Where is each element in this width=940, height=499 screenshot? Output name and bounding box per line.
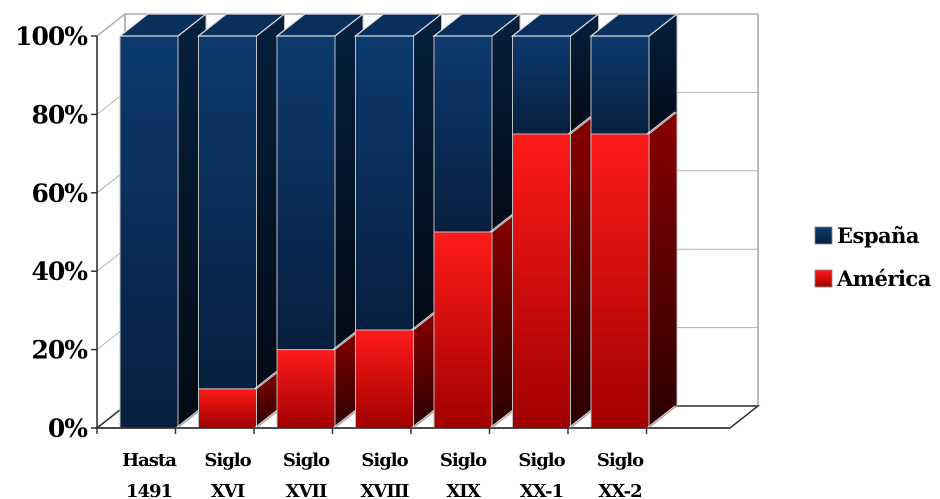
x-tick-label: Siglo — [204, 450, 251, 471]
bar-edge — [646, 111, 676, 135]
x-axis-ticks: Hasta 1491 Siglo XVI Siglo XVII Siglo XVIII Sigl… — [96, 427, 730, 499]
bar — [590, 133, 650, 429]
bar — [355, 329, 414, 429]
y-tick-label: 20% — [31, 336, 88, 365]
legend-label: América — [836, 266, 932, 291]
x-tick-label: Siglo — [597, 450, 644, 471]
bar-segment-america — [512, 110, 599, 430]
bar — [198, 388, 257, 429]
bar-top — [589, 13, 679, 37]
x-tick-label: Siglo — [361, 450, 408, 471]
y-tick-label: 40% — [31, 257, 88, 286]
bar-top — [353, 13, 444, 37]
gridline-side — [96, 13, 126, 37]
x-tick-label: XVI — [211, 481, 245, 499]
bar-top — [118, 13, 208, 37]
bar-side — [648, 110, 678, 430]
bar-segment-espana — [119, 12, 207, 430]
bar-segment-espana — [433, 12, 521, 234]
x-tick-label: Siglo — [518, 450, 565, 471]
bar-top — [432, 13, 522, 37]
legend-swatch — [814, 269, 833, 288]
bar — [433, 231, 493, 429]
bar-top — [275, 13, 365, 37]
bar-stack — [510, 12, 601, 430]
bar-top — [510, 13, 601, 37]
bar-stack — [432, 12, 522, 430]
bar-segment-espana — [276, 12, 364, 351]
bar-stack — [353, 12, 444, 430]
legend: España América — [814, 223, 932, 291]
x-tick-label: XX-1 — [520, 481, 563, 499]
x-tick-label: XVIII — [360, 481, 409, 499]
y-tick-label: 0% — [48, 414, 88, 443]
bar-stack — [118, 12, 208, 430]
bar — [119, 35, 179, 429]
x-tick-label: Hasta — [122, 450, 177, 471]
y-axis-ticks: 0% 20% 40% 60% 80% 100% — [15, 22, 98, 443]
bar-stack — [196, 12, 287, 430]
bar — [512, 35, 571, 135]
bar — [433, 35, 493, 233]
y-tick-label: 100% — [15, 22, 88, 51]
bar — [512, 133, 571, 429]
y-tick-label: 60% — [31, 179, 88, 208]
x-tick-label: 1491 — [126, 481, 172, 499]
bar — [276, 35, 336, 351]
bar — [355, 35, 414, 331]
legend-swatch — [814, 226, 833, 245]
bar-stack — [275, 12, 365, 430]
bar-segment-espana — [198, 12, 285, 390]
bar — [590, 35, 650, 135]
bar-segment-america — [590, 110, 678, 430]
bar — [198, 35, 257, 390]
legend-label: España — [837, 223, 920, 248]
bars — [118, 12, 679, 430]
bar-segment-espana — [355, 12, 442, 332]
bar-stack — [589, 12, 679, 430]
bar-segment-america — [433, 208, 521, 430]
bar-edge — [646, 405, 676, 429]
x-tick-label: XX-2 — [598, 481, 641, 499]
bar — [276, 349, 336, 429]
x-tick-label: Siglo — [440, 450, 487, 471]
bar-segment-espana — [590, 12, 678, 136]
y-tick-label: 80% — [31, 100, 88, 129]
x-tick-label: Siglo — [283, 450, 330, 471]
x-tick-label: XIX — [446, 481, 480, 499]
bar-top — [196, 13, 287, 37]
x-tick-label: XVII — [286, 481, 327, 499]
